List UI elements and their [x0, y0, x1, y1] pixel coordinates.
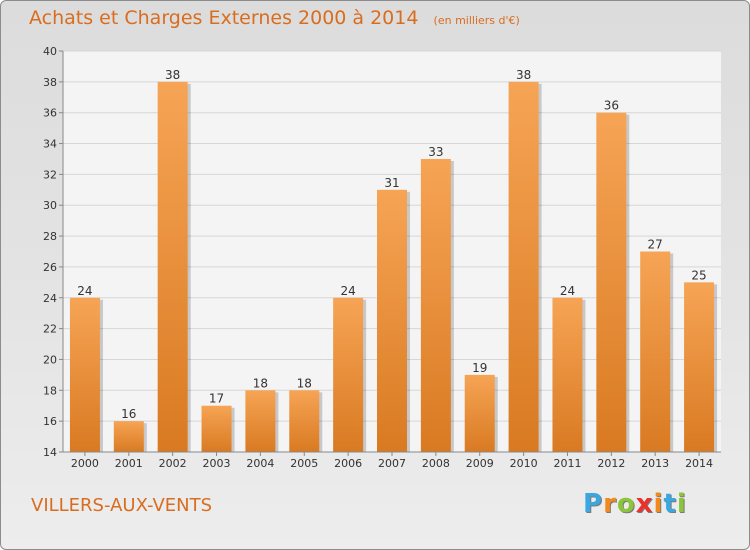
brand-letter: o: [616, 489, 636, 519]
x-tick-label: 2004: [246, 457, 274, 470]
bar: [552, 297, 583, 452]
bar: [684, 282, 715, 452]
bar-value-label: 25: [691, 268, 706, 282]
bar-value-label: 16: [121, 407, 136, 421]
bar-value-label: 24: [77, 284, 92, 298]
y-tick-label: 16: [43, 415, 57, 428]
chart-title: Achats et Charges Externes 2000 à 2014: [29, 7, 419, 29]
axes: [59, 50, 721, 456]
y-tick-label: 36: [43, 107, 57, 120]
x-tick-label: 2005: [290, 457, 318, 470]
bar-value-label: 18: [297, 376, 312, 390]
brand-letter: i: [653, 489, 664, 519]
y-tick-label: 20: [43, 353, 57, 366]
bar: [245, 390, 276, 452]
brand-letter: t: [663, 489, 677, 519]
bar-value-label: 17: [209, 392, 224, 406]
y-tick-label: 14: [43, 446, 57, 459]
bar: [113, 421, 144, 452]
x-tick-label: 2007: [378, 457, 406, 470]
bar: [464, 374, 495, 452]
x-tick-label: 2000: [71, 457, 99, 470]
brand-letter: P: [583, 489, 604, 519]
bar-value-label: 18: [253, 376, 268, 390]
labels: 14 16 18 20 22 24 26 28 30 32 34 36 38 40 24 2000 16 2001…: [43, 45, 713, 470]
bar-value-label: 24: [340, 284, 355, 298]
x-tick-label: 2003: [203, 457, 231, 470]
bar: [333, 297, 364, 452]
bar-value-label: 24: [560, 284, 575, 298]
bar: [289, 390, 320, 452]
x-tick-label: 2002: [159, 457, 187, 470]
y-tick-label: 22: [43, 323, 57, 336]
x-tick-label: 2006: [334, 457, 362, 470]
bar: [420, 158, 451, 452]
bar-value-label: 31: [384, 176, 399, 190]
brand-letter: x: [635, 489, 654, 519]
brand-logo: Proxiti: [583, 489, 687, 519]
y-tick-label: 24: [43, 292, 57, 305]
bars: [69, 81, 718, 453]
y-tick-label: 38: [43, 76, 57, 89]
bar-value-label: 38: [165, 68, 180, 82]
place-name: VILLERS-AUX-VENTS: [31, 495, 213, 516]
chart-unit-label: (en milliers d'€): [433, 14, 520, 27]
x-tick-label: 2010: [510, 457, 538, 470]
y-tick-label: 34: [43, 138, 57, 151]
x-tick-label: 2011: [553, 457, 581, 470]
bar: [201, 405, 232, 452]
brand-letter: r: [603, 489, 617, 519]
y-tick-label: 26: [43, 261, 57, 274]
x-tick-label: 2009: [466, 457, 494, 470]
x-tick-label: 2008: [422, 457, 450, 470]
title-row: Achats et Charges Externes 2000 à 2014 (…: [29, 7, 520, 29]
bar-value-label: 27: [648, 238, 663, 252]
bar-value-label: 19: [472, 361, 487, 375]
y-tick-label: 32: [43, 168, 57, 181]
bar: [157, 81, 188, 452]
x-tick-label: 2014: [685, 457, 713, 470]
y-tick-label: 18: [43, 384, 57, 397]
y-tick-label: 28: [43, 230, 57, 243]
bar: [377, 189, 407, 453]
x-tick-label: 2013: [641, 457, 669, 470]
brand-letter: i: [676, 489, 687, 519]
x-tick-label: 2001: [115, 457, 143, 470]
x-tick-label: 2012: [597, 457, 625, 470]
y-tick-label: 30: [43, 199, 57, 212]
bar-value-label: 36: [604, 99, 619, 113]
bar: [508, 81, 539, 452]
bar-value-label: 33: [428, 145, 443, 159]
y-tick-label: 40: [43, 45, 57, 58]
bar: [596, 112, 627, 452]
bar: [640, 251, 671, 452]
bar-value-label: 38: [516, 68, 531, 82]
bar: [69, 297, 100, 452]
